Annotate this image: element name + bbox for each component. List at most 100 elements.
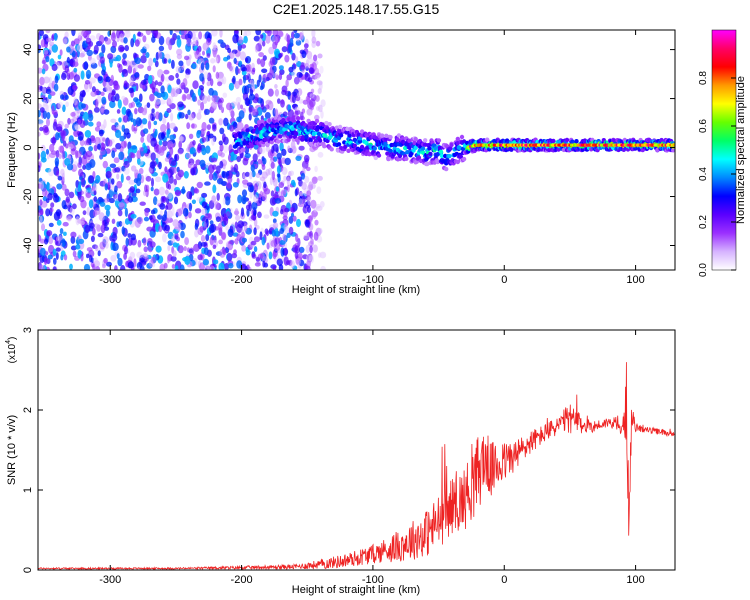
spectrogram-cell (310, 199, 317, 209)
spectrogram-cell (278, 53, 283, 59)
spectrogram-cell (208, 164, 215, 174)
spectrogram-cell (296, 71, 303, 78)
spectrogram-cell (101, 44, 106, 54)
spectrogram-cell (266, 72, 273, 81)
spectrogram-cell (44, 238, 49, 245)
spectrogram-cell (159, 263, 166, 270)
spectrogram-cell (61, 183, 67, 191)
spectrogram-cell (98, 129, 104, 137)
spectrogram-cell (206, 81, 211, 87)
spectrogram-cell (279, 129, 284, 135)
spectrogram-cell (197, 88, 201, 97)
spectrogram-cell (279, 228, 285, 234)
spectrogram-cell (241, 237, 247, 243)
spectrogram-cell (317, 175, 323, 181)
spectrogram-cell (97, 232, 104, 238)
spectrogram-cell (130, 101, 135, 108)
spectrogram-cell (262, 157, 267, 165)
spectrogram-cell (62, 221, 69, 227)
spectrogram-cell (151, 86, 156, 94)
spectrogram-cell (61, 150, 66, 160)
spectrogram-cell (304, 175, 310, 184)
spectrogram-cell (404, 156, 409, 161)
spectrogram-cell (274, 197, 282, 204)
spectrogram-cell (245, 57, 249, 63)
spectrogram-cell (574, 139, 579, 144)
spectrogram-cell (142, 128, 149, 135)
spectrogram-cell (268, 46, 275, 55)
spectrogram-cell (238, 110, 245, 120)
spectrogram-cell (81, 155, 88, 166)
spectrogram-cell (285, 79, 289, 88)
spectrogram-cell (39, 247, 46, 257)
spectrogram-cell (85, 192, 92, 199)
spectrogram-cell (153, 91, 159, 96)
spectrogram-cell (142, 253, 149, 259)
spectrogram-cell (53, 83, 59, 92)
spectrogram-cell (200, 101, 205, 111)
spectrogram-cell (226, 243, 233, 249)
spectrogram-cell (85, 69, 92, 79)
spectrogram-cell (304, 62, 309, 69)
spectrogram-cell (123, 37, 128, 44)
spectrogram-cell (306, 108, 313, 116)
spectrogram-cell (140, 55, 147, 64)
spectrogram-cell (245, 30, 252, 36)
spectrogram-cell (215, 71, 220, 79)
spectrogram-cell (226, 102, 233, 111)
spectrogram-cell (96, 121, 102, 128)
spectrogram-cell (145, 30, 152, 36)
spectrogram-cell (200, 242, 208, 247)
spectrogram-cell (337, 124, 343, 130)
spectrogram-cell (228, 82, 234, 91)
spectrogram-cell (307, 206, 311, 213)
spectrogram-cell (155, 111, 160, 120)
spectrogram-cell (167, 183, 171, 190)
spectrogram-cell (318, 104, 323, 113)
spectrogram-cell (201, 136, 206, 143)
spectrogram-cell (248, 106, 252, 114)
spectrogram-x-axis-label: Height of straight line (km) (292, 284, 420, 296)
spectrogram-cell (110, 254, 117, 262)
spectrogram-cell (278, 72, 283, 80)
spectrogram-cell (309, 102, 315, 111)
spectrogram-cell (244, 265, 248, 270)
spectrogram-cell (213, 259, 219, 265)
spectrogram-cell (43, 49, 49, 55)
spectrogram-cell (179, 135, 183, 143)
spectrogram-cell (117, 193, 123, 202)
spectrogram-cell (39, 76, 45, 86)
spectrogram-cell (260, 58, 266, 68)
spectrogram-cell (372, 146, 377, 151)
spectrogram-cell (188, 202, 192, 212)
spectrogram-cell (105, 76, 111, 83)
spectrogram-cell (311, 30, 316, 38)
spectrogram-cell (79, 120, 86, 128)
spectrogram-cell (306, 97, 311, 104)
spectrogram-cell (329, 147, 334, 152)
spectrogram-cell (240, 104, 244, 110)
spectrogram-cell (169, 122, 176, 129)
spectrogram-cell (120, 173, 124, 183)
spectrogram-cell (128, 179, 136, 185)
spectrogram-cell (291, 52, 296, 61)
spectrogram-cell (269, 177, 273, 186)
spectrogram-cell (151, 177, 154, 187)
spectrogram-cell (233, 149, 239, 155)
spectrogram-cell (319, 201, 325, 208)
spectrogram-cell (253, 236, 261, 243)
spectrogram-cell (262, 40, 266, 47)
spectrogram-cell (153, 131, 157, 139)
spectrogram-cell (165, 205, 169, 211)
spectrogram-cell (163, 69, 170, 75)
spectrogram-cell (313, 138, 319, 144)
spectrogram-cell (286, 34, 291, 44)
spectrogram-cell (100, 142, 105, 150)
spectrogram-cell (193, 163, 198, 170)
spectrogram-y-axis-label: Frequency (Hz) (6, 112, 18, 188)
spectrogram-cell (114, 167, 121, 173)
spectrogram-cell (162, 140, 169, 147)
spectrogram-cell (67, 143, 74, 150)
spectrogram-cell (51, 63, 58, 72)
